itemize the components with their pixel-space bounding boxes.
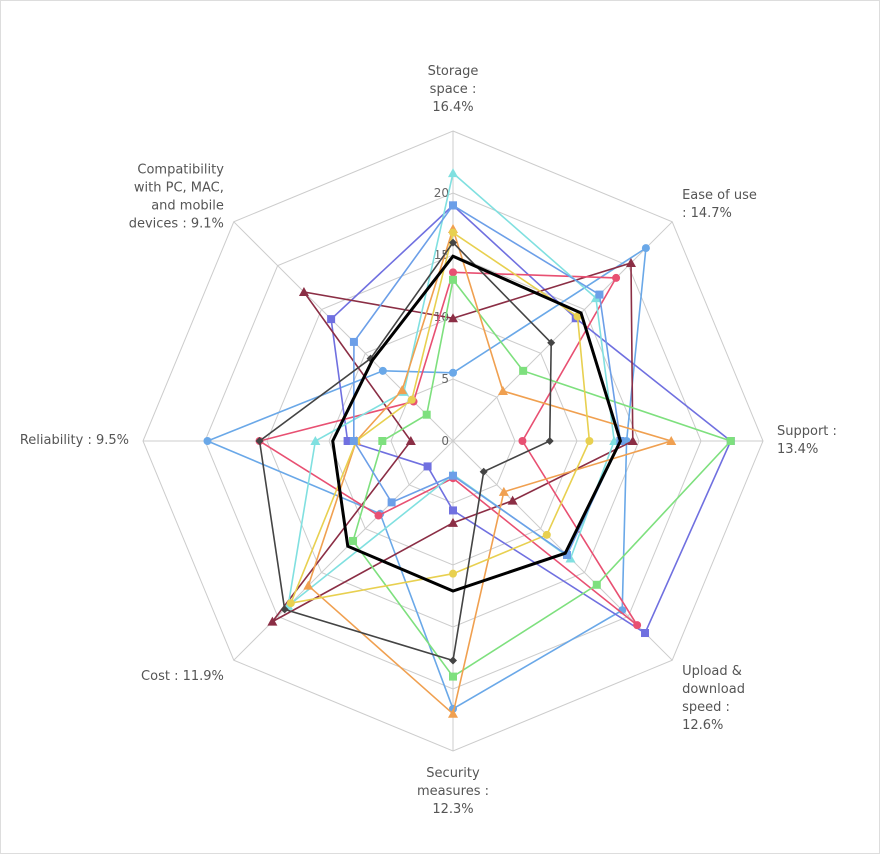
marker	[449, 368, 457, 377]
series-line	[330, 204, 732, 635]
marker	[349, 536, 358, 545]
marker	[397, 385, 408, 395]
marker	[726, 437, 735, 445]
series-line	[352, 277, 733, 678]
marker	[349, 437, 358, 445]
marker	[519, 366, 528, 375]
axis-label: Compatibility with PC, MAC, and mobile d…	[128, 162, 224, 232]
marker	[449, 471, 457, 480]
marker	[666, 436, 677, 445]
marker	[448, 708, 458, 718]
marker	[542, 530, 551, 539]
grid-ring	[390, 378, 516, 504]
marker	[298, 286, 309, 296]
marker	[422, 410, 431, 419]
marker	[595, 290, 604, 299]
marker	[280, 605, 289, 614]
marker	[374, 511, 383, 520]
marker	[448, 517, 458, 527]
grid-ring	[204, 192, 702, 690]
axis-label: Cost : 11.9%	[141, 669, 224, 685]
marker	[592, 580, 601, 589]
series-line	[257, 271, 638, 626]
marker	[378, 437, 387, 445]
marker	[405, 436, 416, 445]
marker	[378, 366, 387, 375]
marker	[562, 550, 571, 559]
marker	[449, 275, 457, 284]
marker	[633, 621, 642, 630]
marker	[625, 258, 636, 268]
marker	[545, 437, 554, 445]
marker	[407, 395, 416, 404]
axis-label: Reliability : 9.5%	[19, 433, 129, 448]
marker	[479, 467, 488, 476]
marker	[612, 273, 621, 282]
marker	[498, 486, 509, 496]
series-line	[258, 241, 553, 662]
marker	[449, 569, 457, 578]
marker	[448, 313, 458, 323]
marker	[349, 337, 358, 346]
spoke	[452, 221, 673, 442]
marker	[327, 315, 336, 324]
marker	[203, 437, 212, 445]
marker	[641, 244, 650, 253]
marker	[267, 616, 278, 626]
marker	[449, 228, 457, 237]
marker	[343, 437, 352, 445]
marker	[449, 201, 457, 210]
marker	[547, 338, 556, 347]
r-tick-label: 5	[441, 372, 449, 386]
axis-label: Upload & download speed : 12.6%	[682, 663, 745, 733]
marker	[423, 462, 432, 471]
marker	[573, 312, 582, 321]
marker	[449, 672, 457, 681]
r-tick-label: 0	[441, 434, 449, 448]
marker	[387, 498, 396, 507]
marker	[310, 436, 321, 445]
marker	[286, 599, 295, 608]
axis-label: Storage space : 16.4%	[427, 64, 479, 115]
marker	[507, 495, 518, 505]
axis-label: Ease of use : 14.7%	[682, 187, 757, 221]
marker	[303, 580, 314, 590]
marker	[518, 437, 527, 445]
marker	[449, 268, 457, 277]
marker	[449, 656, 457, 665]
marker	[627, 436, 638, 445]
series-line	[331, 254, 623, 593]
series-line	[289, 231, 591, 605]
marker	[497, 386, 508, 396]
marker	[448, 168, 458, 178]
marker	[449, 506, 457, 515]
marker	[641, 629, 650, 638]
axis-label: Security measures : 12.3%	[417, 766, 489, 817]
r-tick-label: 20	[434, 186, 449, 200]
marker	[255, 437, 264, 445]
marker	[449, 238, 457, 247]
marker	[585, 437, 594, 445]
axis-label: Support : 13.4%	[777, 424, 837, 457]
spoke	[233, 221, 454, 442]
